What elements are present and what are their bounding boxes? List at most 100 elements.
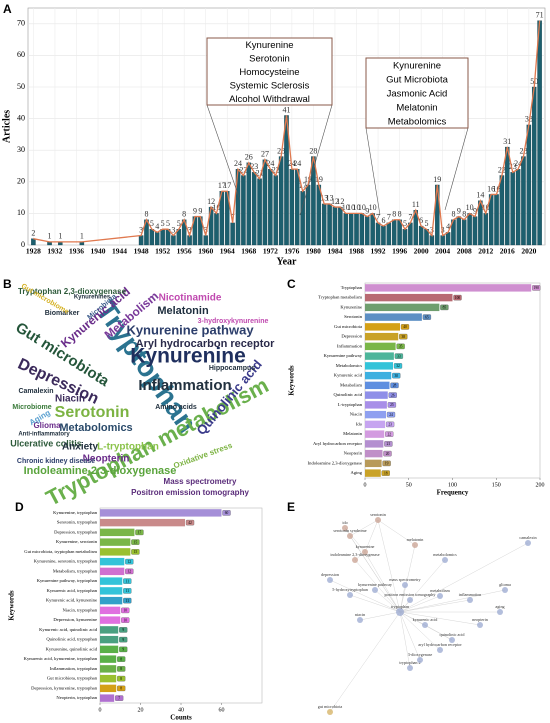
data-label: 5 [166, 219, 170, 228]
data-label: 21 [387, 442, 391, 446]
node-label: kynurenine [356, 544, 375, 549]
x-tick-label: 1932 [47, 247, 62, 256]
data-label: 22 [498, 165, 506, 174]
data-label: 8 [120, 677, 122, 681]
data-label: 19 [315, 175, 323, 184]
bar [138, 235, 144, 246]
value-box [392, 372, 401, 379]
y-tick-label: Kynurenic acid [334, 373, 363, 378]
node-label: metabolomics [433, 552, 457, 557]
bar [365, 381, 390, 390]
node-label: 3-dioxygenase [408, 652, 433, 657]
y-tick-label: Quinolinic acid, tryptophan [46, 637, 97, 643]
node [402, 582, 408, 588]
node-label: metabolism [430, 588, 450, 593]
bar [365, 440, 384, 448]
y-tick-label: Gut microbiota, tryptophan metabolism [24, 549, 97, 555]
bar [365, 342, 396, 351]
x-tick-label: 1988 [349, 247, 364, 256]
word: Melatonin [157, 305, 209, 317]
word: Anxiety [62, 442, 99, 453]
y-axis-title: Keywords [288, 365, 296, 396]
bar [100, 616, 121, 624]
value-box [131, 549, 140, 555]
bar [521, 156, 526, 246]
value-box [121, 617, 130, 623]
bar [154, 232, 160, 246]
edge [377, 519, 416, 546]
y-tick-label: Inflammation [337, 343, 363, 348]
bar [241, 175, 246, 246]
data-label: 9 [198, 206, 202, 215]
value-box [185, 519, 195, 526]
y-tick-label: Aging [351, 470, 363, 475]
data-label: 23 [250, 162, 258, 171]
bar [100, 577, 123, 585]
annotation-box [365, 57, 469, 129]
bar [203, 235, 208, 246]
bar [100, 635, 119, 644]
data-label: 3 [171, 225, 175, 234]
y-tick-label: 20 [17, 177, 25, 186]
bar [515, 169, 521, 246]
bar [100, 645, 119, 654]
annotation-text: Kynurenine [393, 61, 441, 72]
y-tick-label: 0 [21, 240, 25, 249]
node [407, 665, 413, 671]
bar [262, 159, 268, 246]
bar [300, 191, 305, 246]
y-tick-label: Quinolinic acid [334, 392, 363, 397]
x-tick-label: 1980 [306, 247, 321, 256]
bar [214, 213, 219, 246]
data-label: 24 [266, 159, 274, 168]
x-tick-label: 1960 [198, 247, 213, 256]
edge [399, 611, 421, 661]
bar [100, 674, 117, 683]
data-label: 3 [188, 225, 192, 234]
edge [399, 611, 411, 669]
y-tick-label: Melatonin [343, 431, 363, 436]
data-label: 17 [223, 181, 231, 190]
node [502, 587, 508, 593]
value-box [386, 411, 396, 418]
node-label: serotonin syndrome [333, 528, 366, 533]
node [449, 637, 455, 643]
y-tick-label: Inflammation, tryptophan [50, 666, 98, 672]
bar [494, 194, 499, 246]
x-tick-label: 2000 [414, 247, 429, 256]
word: Positron emission tomography [131, 488, 249, 497]
word: Serotonin [55, 404, 130, 421]
bar [100, 655, 117, 663]
bar [472, 216, 478, 246]
data-label: 17 [218, 181, 226, 190]
bar [100, 694, 115, 702]
node [347, 533, 353, 539]
node [437, 647, 443, 653]
node-label: quinolinic acid [439, 632, 465, 637]
data-label: 31 [503, 137, 511, 146]
data-label: 33 [397, 354, 401, 358]
node-label: tryptophan [391, 604, 410, 609]
node [467, 597, 473, 603]
data-label: 13 [326, 194, 334, 203]
x-tick-label: 0 [99, 707, 102, 713]
x-tick-label: 1944 [112, 247, 127, 256]
data-label: 12 [331, 197, 339, 206]
bar [467, 213, 472, 246]
data-label: 40 [403, 325, 407, 329]
data-label: 6 [419, 216, 423, 225]
word: Metabolomics [59, 422, 132, 434]
x-tick-label: 1984 [327, 247, 342, 256]
edge [399, 544, 416, 613]
node [407, 597, 413, 603]
value-box [382, 460, 391, 467]
value-box [117, 685, 126, 692]
annotation-text: Gut Microbiota [386, 75, 448, 86]
bar [408, 222, 413, 246]
x-axis-title: Frequency [437, 489, 469, 497]
data-label: 85 [443, 306, 447, 310]
data-label: 5 [403, 219, 407, 228]
word: Ulcerative colitis [10, 438, 82, 448]
data-label: 10 [123, 609, 127, 613]
value-box [125, 568, 134, 575]
